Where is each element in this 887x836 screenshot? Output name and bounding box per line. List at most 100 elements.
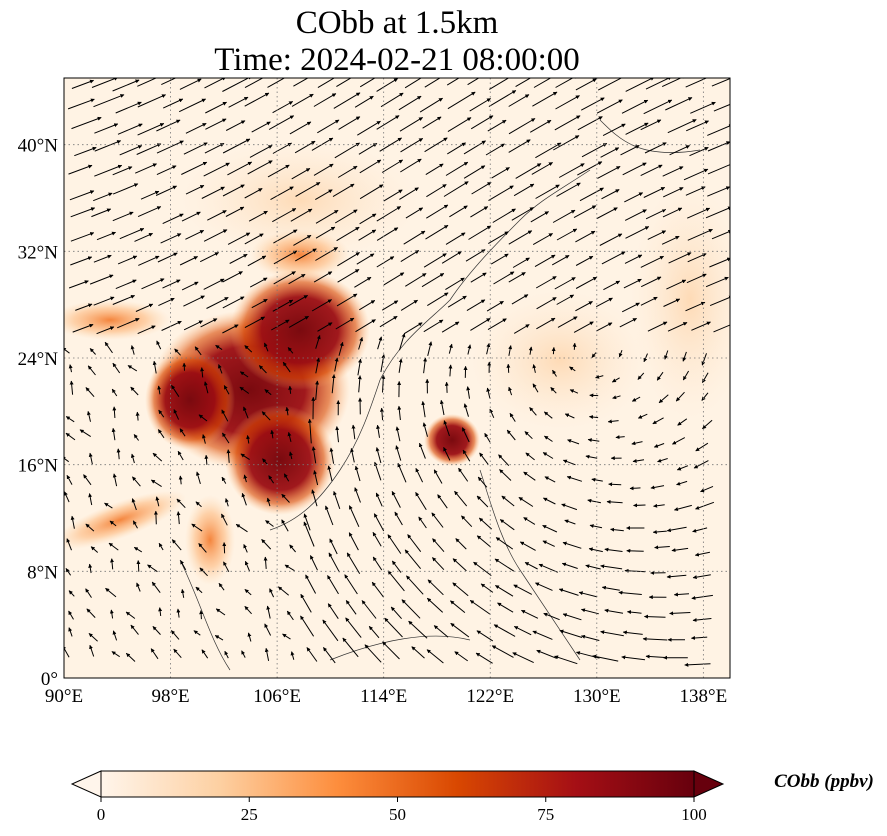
wind-arrow [111,388,118,397]
wind-arrow [452,558,467,572]
wind-arrow [667,119,697,134]
wind-arrow [130,453,135,464]
wind-arrow [692,527,708,533]
wind-arrow [127,365,138,372]
wind-arrow [247,255,267,267]
wind-arrow [632,458,645,463]
wind-arrow [195,501,202,508]
wind-arrow [105,587,117,598]
wind-arrow [508,118,536,135]
wind-arrow [524,561,538,570]
wind-arrow [359,299,376,311]
wind-arrow [485,143,505,156]
wind-arrow [181,211,201,222]
wind-arrow [89,274,114,285]
wind-arrow [535,582,553,591]
wind-arrow [156,119,181,132]
wind-arrow [454,651,468,662]
wind-arrow [461,515,473,528]
wind-arrow [624,568,646,573]
wind-arrow [625,78,655,92]
wind-arrow [685,78,714,88]
wind-arrow [475,652,493,664]
wind-arrow [506,363,511,373]
wind-arrow [391,491,401,508]
wind-arrow [446,78,460,86]
wind-arrow [200,318,218,328]
wind-arrow [554,115,581,131]
wind-arrow [358,142,378,155]
wind-arrow [315,246,338,261]
wind-arrow [508,94,530,107]
wind-arrow [239,371,249,378]
wind-arrow [467,344,472,355]
wind-arrow [589,415,599,419]
wind-arrow [309,555,318,571]
wind-arrow [602,123,626,137]
wind-arrow [610,527,624,532]
wind-arrow [601,189,620,200]
wind-arrow [487,318,507,331]
wind-arrow [640,119,662,131]
wind-arrow [261,411,271,421]
wind-arrow [543,612,560,621]
wind-arrow [471,181,492,195]
wind-arrow [85,523,95,532]
wind-arrow [506,429,516,441]
wind-arrow [645,208,667,220]
wind-arrow [222,78,253,92]
wind-arrow [447,91,476,110]
wind-arrow [662,207,683,218]
wind-arrow [66,538,72,551]
wind-arrow [358,337,364,350]
wind-arrow [157,429,165,439]
wind-arrow [686,273,707,284]
wind-arrow [96,326,115,335]
wind-arrow [338,116,361,130]
wind-arrow [376,424,381,438]
wind-arrow [508,386,513,396]
wind-arrow [618,350,623,358]
wind-arrow [337,165,358,178]
wind-arrow [552,209,576,223]
wind-arrow [334,209,358,224]
wind-arrow [497,602,514,613]
x-axis-ticks: 90°E 98°E 106°E 114°E 122°E 130°E 138°E [45,686,727,707]
wind-arrow [264,342,269,352]
wind-arrow [380,92,404,108]
wind-arrow [403,322,423,335]
wind-arrow [346,552,361,574]
x-tick-label: 138°E [680,686,728,707]
wind-arrow [203,162,230,177]
wind-arrow [525,452,535,461]
wind-arrow [327,603,339,619]
wind-arrow [469,599,491,615]
wind-arrow [178,98,206,113]
wind-arrow [596,99,623,114]
wind-arrow [277,586,290,596]
wind-arrow [564,519,576,525]
wind-arrow [383,189,403,202]
wind-arrow [205,118,227,130]
wind-arrow [251,121,271,133]
wind-arrow [674,504,692,512]
wind-arrow [112,406,117,419]
wind-arrow [486,343,491,355]
wind-arrow [478,517,493,530]
wind-arrow [244,345,253,353]
plot-title-line1: CObb at 1.5km [295,5,499,41]
wind-arrow [270,186,294,201]
wind-arrow [131,498,137,511]
wind-arrow [272,142,292,154]
wind-arrow [158,409,165,418]
wind-arrow [530,211,549,223]
map-frame [63,77,731,679]
wind-arrow [281,493,290,503]
wind-arrow [682,351,687,362]
wind-arrow [112,183,139,195]
wind-arrow [249,277,268,288]
wind-arrow [399,116,423,132]
wind-arrow [357,120,381,136]
wind-arrow [529,119,552,133]
wind-arrow [263,556,268,569]
